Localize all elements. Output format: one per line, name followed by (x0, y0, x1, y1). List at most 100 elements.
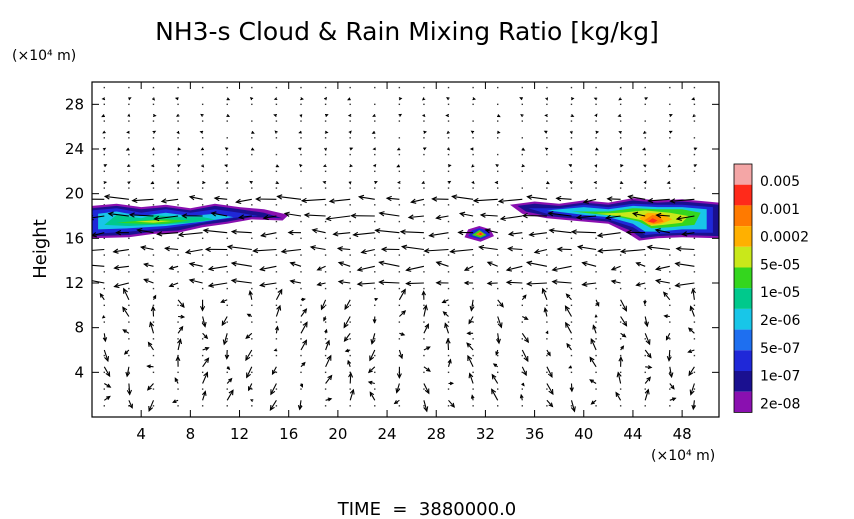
grid-dot (374, 338, 376, 340)
wind-arrow (620, 345, 625, 351)
wind-arrow (332, 231, 351, 237)
colorbar-swatch (734, 329, 752, 351)
wind-arrow (344, 299, 351, 311)
wind-arrow (92, 264, 105, 267)
wind-arrow (645, 365, 653, 370)
wind-arrow (153, 215, 179, 222)
wind-arrow (151, 97, 155, 101)
wind-arrow (226, 244, 252, 251)
grid-dot (398, 304, 401, 307)
grid-dot (324, 170, 327, 173)
grid-dot (177, 321, 179, 323)
grid-dot (546, 86, 548, 89)
wind-arrow (594, 164, 598, 168)
grid-dot (619, 254, 622, 256)
grid-dot (226, 120, 228, 122)
grid-dot (521, 86, 523, 89)
grid-dot (447, 271, 450, 273)
grid-dot (570, 220, 573, 223)
grid-dot (177, 103, 179, 106)
grid-dot (644, 287, 646, 290)
wind-arrow (112, 248, 129, 254)
grid-dot (226, 371, 228, 374)
wind-arrow (396, 147, 401, 151)
grid-dot (497, 287, 499, 290)
wind-arrow (251, 147, 255, 151)
grid-dot (103, 287, 105, 290)
grid-dot (275, 271, 278, 273)
grid-dot (201, 153, 204, 156)
grid-dot (398, 103, 401, 106)
wind-arrow (581, 281, 597, 287)
wind-arrow (421, 290, 426, 300)
grid-dot (619, 388, 622, 390)
colorbar-label: 0.001 (760, 202, 800, 218)
wind-arrow (494, 180, 499, 185)
colorbar-swatch (734, 371, 752, 392)
grid-dot (570, 304, 573, 307)
grid-dot (497, 237, 499, 240)
grid-dot (521, 187, 523, 189)
grid-dot (644, 338, 646, 340)
wind-arrow (226, 114, 231, 117)
wind-arrow (467, 354, 474, 368)
wind-arrow (405, 280, 424, 287)
wind-arrow (595, 299, 600, 307)
grid-dot (447, 137, 450, 139)
wind-arrow (398, 97, 403, 101)
wind-arrow (647, 197, 670, 204)
grid-dot (177, 287, 179, 290)
wind-arrow (374, 228, 400, 234)
wind-arrow (441, 299, 449, 304)
y-tick-label: 12 (65, 274, 84, 292)
grid-dot (423, 271, 425, 273)
wind-arrow (202, 180, 206, 185)
wind-arrow (128, 212, 154, 218)
wind-arrow (399, 310, 407, 317)
grid-dot (201, 170, 204, 173)
grid-dot (423, 254, 425, 256)
wind-arrow (484, 228, 498, 234)
grid-dot (669, 137, 671, 139)
wind-arrow (399, 332, 406, 336)
wind-arrow (642, 164, 647, 168)
wind-arrow (521, 164, 526, 168)
wind-arrow (597, 248, 621, 254)
wind-arrow (642, 130, 647, 134)
grid-dot (300, 237, 302, 240)
grid-dot (128, 120, 130, 122)
wind-arrow (528, 231, 547, 238)
wind-arrow (280, 248, 302, 254)
grid-dot (226, 187, 228, 189)
grid-dot (472, 120, 474, 122)
wind-arrow (202, 346, 210, 351)
grid-dot (619, 237, 622, 240)
grid-dot (275, 220, 278, 223)
grid-dot (201, 120, 204, 122)
grid-dot (398, 220, 401, 223)
wind-arrow (619, 164, 624, 168)
wind-arrow (594, 314, 598, 318)
grid-dot (275, 120, 278, 122)
wind-arrow (168, 282, 179, 288)
grid-dot (226, 204, 228, 206)
grid-dot (128, 321, 130, 323)
grid-dot (521, 254, 523, 256)
grid-dot (128, 187, 130, 189)
wind-arrow (400, 244, 424, 251)
grid-dot (152, 287, 155, 290)
grid-dot (693, 86, 696, 89)
grid-dot (472, 371, 474, 374)
wind-arrow (344, 348, 351, 353)
grid-dot (619, 120, 622, 122)
grid-dot (472, 254, 474, 256)
wind-arrow (269, 400, 277, 411)
grid-dot (595, 321, 597, 323)
wind-arrow (548, 228, 572, 234)
wind-arrow (168, 265, 179, 270)
grid-dot (570, 153, 573, 156)
wind-arrow (347, 97, 351, 101)
grid-dot (669, 120, 671, 122)
wind-arrow (164, 246, 179, 252)
grid-dot (324, 237, 327, 240)
